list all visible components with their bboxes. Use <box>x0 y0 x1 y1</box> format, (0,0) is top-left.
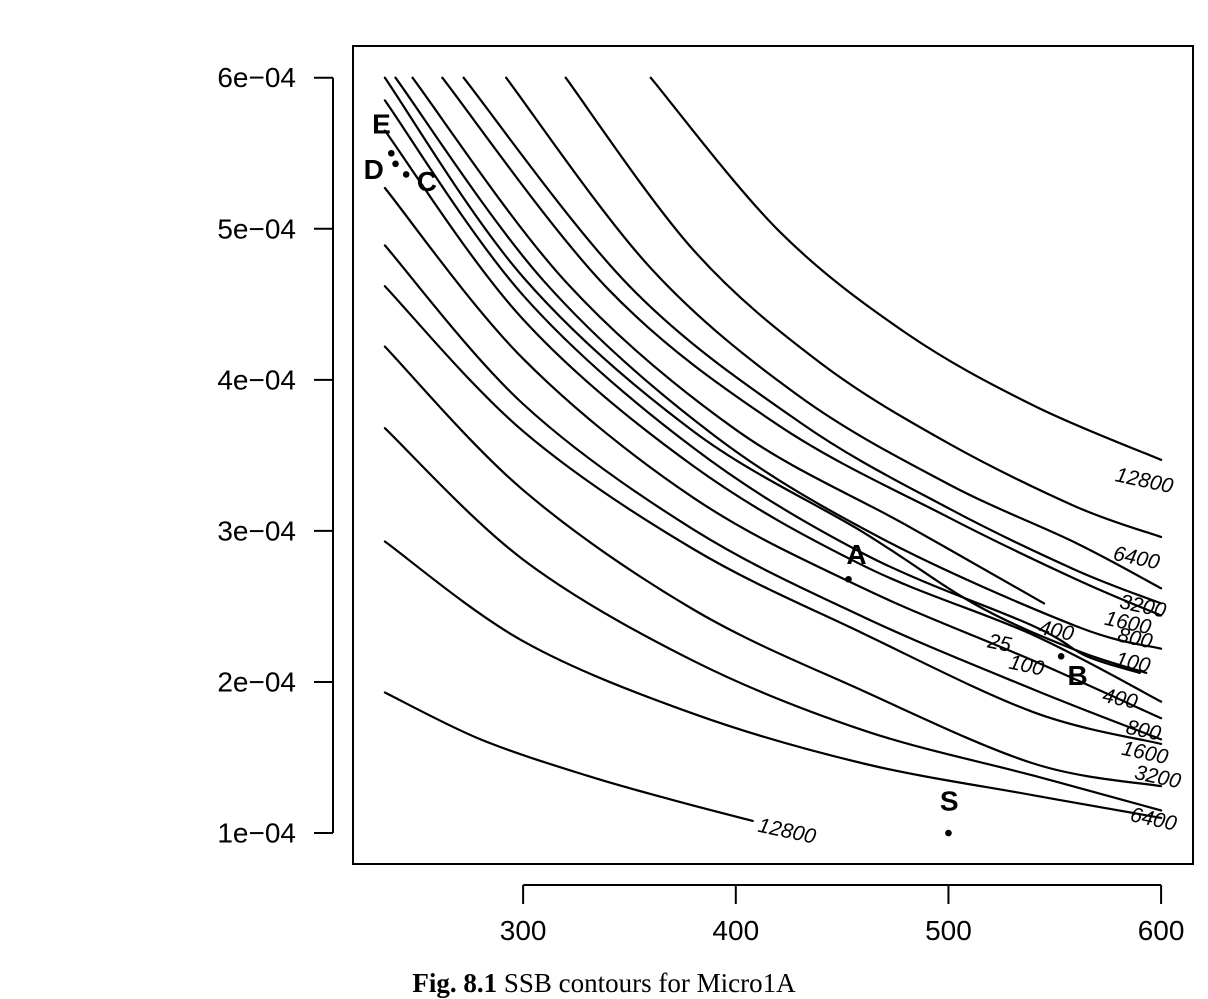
lower-contour-100-0 <box>383 99 1141 674</box>
lower-contour-label-100: 100 <box>1007 651 1046 681</box>
upper-contour-1600-3 <box>462 76 1163 605</box>
x-tick-label-600: 600 <box>1138 915 1185 946</box>
x-tick-label-500: 500 <box>925 915 972 946</box>
point-c-label: C <box>417 166 437 197</box>
upper-contour-label-400: 400 <box>1037 616 1076 646</box>
point-d-label: D <box>364 154 384 185</box>
y-tick-label-3: 4e−04 <box>217 364 296 395</box>
figure-number: Fig. 8.1 <box>412 968 498 998</box>
point-a-label: A <box>846 539 866 570</box>
upper-contour-label-25: 25 <box>985 629 1014 657</box>
lower-contour-label-400: 400 <box>1101 684 1140 714</box>
upper-contour-label-12800: 12800 <box>1113 463 1175 498</box>
upper-contour-6400-1 <box>564 76 1163 539</box>
point-d-marker <box>392 160 399 168</box>
point-s-label: S <box>940 785 959 816</box>
upper-contour-100-6 <box>394 76 1163 650</box>
y-tick-label-2: 3e−04 <box>217 515 296 546</box>
x-axis: 300 400 500 600 <box>500 884 1185 946</box>
caption-text: SSB contours for Micro1A <box>503 968 796 998</box>
contour-labels: 1280064003200160080040010025100400800160… <box>756 463 1183 848</box>
figure-caption: Fig. 8.1 SSB contours for Micro1A <box>0 968 1208 999</box>
y-tick-label-1: 2e−04 <box>217 666 296 697</box>
lower-contour-label-3200: 3200 <box>1132 761 1183 793</box>
lower-contour-label-12800: 12800 <box>756 814 818 849</box>
lower-contour-unlabeled-7 <box>383 540 1163 819</box>
upper-contour-400-5 <box>411 76 1046 605</box>
lower-contour-3200-4 <box>383 285 1163 745</box>
upper-contour-label-6400: 6400 <box>1111 542 1162 574</box>
upper-contour-3200-2 <box>505 76 1163 590</box>
lower-contour-400-1 <box>383 129 1163 703</box>
y-tick-label-5: 6e−04 <box>217 62 296 93</box>
contour-lines <box>383 76 1163 822</box>
y-tick-label-0: 1e−04 <box>217 818 296 849</box>
caption-separator <box>497 968 504 998</box>
lower-contour-12800-8 <box>383 691 754 822</box>
point-b-label: B <box>1068 660 1088 691</box>
lower-contour-label-6400: 6400 <box>1128 803 1179 835</box>
point-e-label: E <box>372 109 391 140</box>
upper-contour-25-7 <box>383 76 1148 674</box>
y-tick-label-4: 5e−04 <box>217 213 296 244</box>
plot-frame <box>352 45 1194 865</box>
point-a-marker <box>845 575 852 583</box>
x-tick-label-400: 400 <box>712 915 759 946</box>
point-e-marker <box>387 149 395 157</box>
upper-contour-800-4 <box>441 76 1163 617</box>
x-tick-label-300: 300 <box>500 915 547 946</box>
point-c-marker <box>402 171 410 178</box>
point-b-marker <box>1057 652 1065 660</box>
upper-contour-12800-0 <box>649 76 1163 461</box>
lower-contour-800-2 <box>383 186 1163 720</box>
point-s-marker <box>945 829 952 837</box>
lower-contour-6400-5 <box>383 345 1163 788</box>
design-points: A B C DE S <box>364 109 1088 837</box>
y-axis: 1e−04 2e−04 3e−04 4e−04 5e−04 6e−04 <box>217 62 334 849</box>
lower-contour-1600-3 <box>383 244 1163 741</box>
lower-contour-12800-6 <box>383 427 1163 812</box>
